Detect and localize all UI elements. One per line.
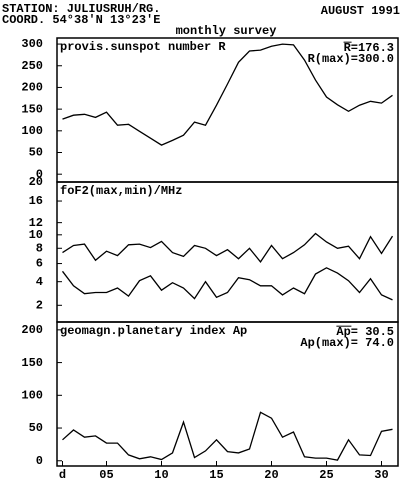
y-tick-label: 250	[21, 59, 43, 73]
annotation: R=176.3	[344, 41, 394, 55]
series-line	[62, 43, 393, 146]
x-tick-label: 15	[209, 468, 223, 480]
panel-frame	[56, 321, 399, 467]
y-tick-label: 8	[36, 241, 43, 255]
series-line	[62, 411, 393, 461]
x-tick-label: 30	[374, 468, 388, 480]
x-tick-label: 05	[99, 468, 113, 480]
x-tick-label: d	[59, 468, 66, 480]
y-tick-label: 100	[21, 124, 43, 138]
y-tick-label: 2	[36, 298, 43, 312]
x-tick-label: 25	[319, 468, 333, 480]
y-tick-label: 300	[21, 37, 43, 51]
y-tick-label: 16	[29, 194, 43, 208]
coord: COORD. 54°38'N 13°23'E	[2, 13, 160, 27]
y-tick-label: 0	[36, 454, 43, 468]
y-tick-label: 0	[36, 167, 43, 181]
y-tick-label: 150	[21, 102, 43, 116]
y-tick-label: 10	[29, 228, 43, 242]
y-tick-label: 150	[21, 356, 43, 370]
panel-title: foF2(max,min)/MHz	[60, 184, 182, 198]
station: STATION: JULIUSRUH/RG.	[2, 2, 160, 16]
y-tick-label: 4	[36, 275, 43, 289]
panel-title: provis.sunspot number R	[60, 40, 226, 54]
y-tick-label: 6	[36, 257, 43, 271]
annotation: Ap= 30.5	[336, 325, 394, 339]
x-tick-label: 10	[154, 468, 168, 480]
date: AUGUST 1991	[321, 4, 400, 18]
y-tick-label: 200	[21, 81, 43, 95]
annotation: Ap(max)= 74.0	[300, 336, 394, 350]
y-tick-label: 100	[21, 388, 43, 402]
y-tick-label: 12	[29, 216, 43, 230]
y-tick-label: 20	[29, 175, 43, 189]
y-tick-label: 50	[29, 146, 43, 160]
y-tick-label: 200	[21, 323, 43, 337]
panel-title: geomagn.planetary index Ap	[60, 324, 247, 338]
annotation: R(max)=300.0	[308, 52, 394, 66]
series-line	[61, 267, 393, 301]
chart-title: monthly survey	[176, 24, 277, 38]
x-tick-label: 20	[264, 468, 278, 480]
y-tick-label: 50	[29, 421, 43, 435]
series-line	[62, 232, 394, 263]
